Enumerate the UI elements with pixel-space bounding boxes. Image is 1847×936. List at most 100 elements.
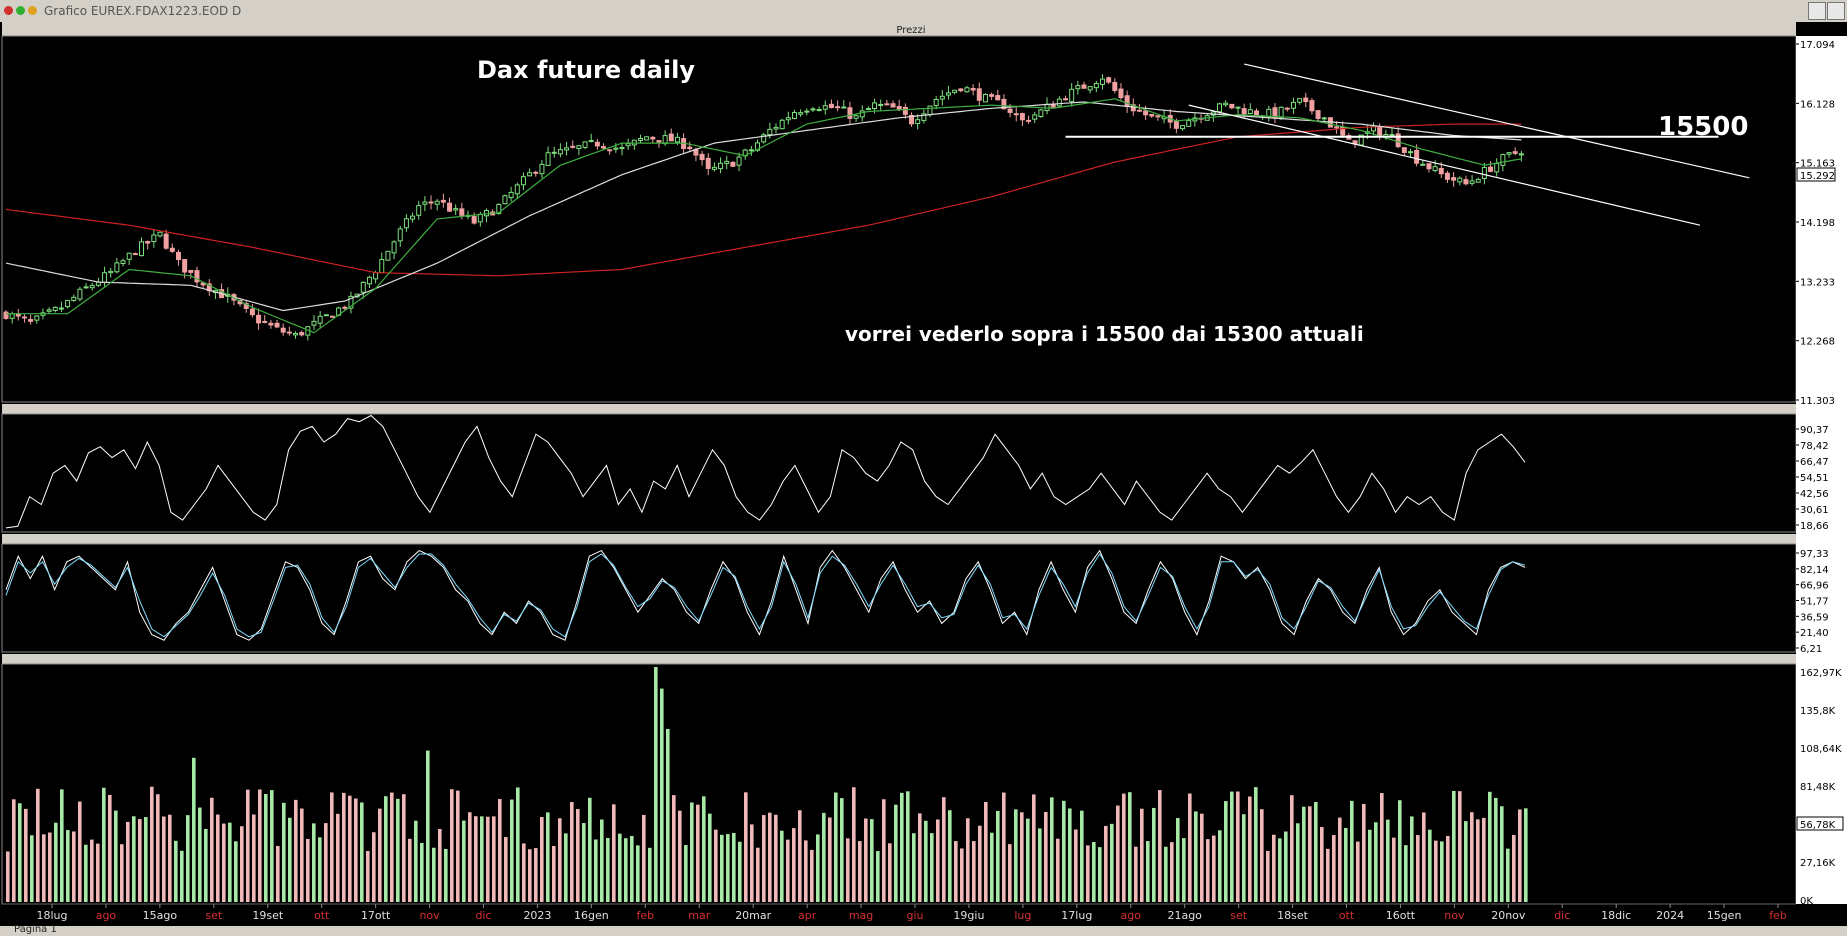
volume-bar bbox=[618, 833, 622, 902]
candle bbox=[391, 240, 397, 260]
candle bbox=[274, 319, 280, 329]
volume-bar bbox=[600, 819, 604, 902]
volume-bar bbox=[6, 851, 10, 902]
candle bbox=[145, 240, 151, 250]
candle bbox=[348, 291, 354, 314]
volume-bar bbox=[204, 828, 208, 902]
volume-bar bbox=[576, 809, 580, 902]
volume-bar bbox=[1128, 792, 1132, 902]
candle bbox=[557, 143, 563, 158]
volume-bar bbox=[522, 843, 526, 902]
x-tick-label: 20mar bbox=[735, 909, 771, 922]
volume-bar bbox=[1200, 813, 1204, 902]
candle bbox=[724, 155, 730, 170]
volume-bar bbox=[1476, 819, 1480, 902]
candle bbox=[804, 108, 810, 116]
candle bbox=[551, 146, 557, 158]
candle bbox=[711, 162, 717, 172]
channel-lower[interactable] bbox=[1188, 104, 1701, 226]
candle bbox=[1451, 171, 1457, 187]
candle bbox=[1001, 94, 1007, 110]
volume-bar bbox=[306, 839, 310, 902]
x-tick-label: mar bbox=[688, 909, 710, 922]
pane-splitter[interactable] bbox=[2, 404, 1796, 414]
candle bbox=[1155, 115, 1161, 121]
volume-bar bbox=[1446, 835, 1450, 902]
volume-bar bbox=[384, 796, 388, 902]
candle bbox=[896, 99, 902, 112]
volume-bar bbox=[1188, 793, 1192, 902]
volume-bar bbox=[606, 837, 610, 902]
volume-bar bbox=[1098, 847, 1102, 902]
candle bbox=[958, 88, 964, 93]
pane-splitter[interactable] bbox=[2, 654, 1796, 664]
restore-button[interactable] bbox=[1808, 2, 1826, 20]
volume-bar bbox=[1044, 812, 1048, 902]
volume-bar bbox=[732, 832, 736, 902]
volume-bar bbox=[294, 799, 298, 902]
candle bbox=[847, 101, 853, 125]
candle bbox=[1401, 147, 1407, 156]
volume-bar bbox=[498, 799, 502, 902]
candle bbox=[46, 307, 52, 314]
x-tick-label: 18dic bbox=[1601, 909, 1631, 922]
volume-bar bbox=[534, 848, 538, 902]
candle bbox=[859, 105, 865, 122]
candle bbox=[3, 310, 9, 320]
volume-bar bbox=[846, 838, 850, 902]
volume-bar bbox=[1494, 797, 1498, 902]
volume-bar bbox=[30, 835, 34, 902]
volume-bar bbox=[840, 798, 844, 902]
candle bbox=[791, 109, 797, 120]
volume-bar bbox=[1056, 838, 1060, 902]
volume-bar bbox=[1356, 841, 1360, 902]
channel-upper[interactable] bbox=[1244, 63, 1750, 179]
volume-bar bbox=[1020, 812, 1024, 902]
candle bbox=[594, 138, 600, 150]
candle bbox=[1106, 76, 1112, 85]
candle bbox=[1149, 113, 1155, 119]
volume-bar bbox=[444, 848, 448, 902]
volume-bar bbox=[1026, 818, 1030, 902]
volume-bar bbox=[108, 794, 112, 902]
volume-bar bbox=[1206, 839, 1210, 902]
x-tick-label: 2024 bbox=[1656, 909, 1684, 922]
price-tick-label: 11.303 bbox=[1800, 396, 1835, 407]
level-label: 15500 bbox=[1658, 112, 1749, 142]
pane-splitter[interactable] bbox=[2, 534, 1796, 544]
minimize-dot-icon[interactable] bbox=[28, 6, 37, 15]
close-button[interactable] bbox=[1827, 2, 1845, 20]
volume-bar bbox=[1338, 817, 1342, 902]
volume-bar bbox=[126, 821, 130, 902]
candle bbox=[1063, 95, 1069, 101]
volume-bar bbox=[798, 810, 802, 902]
candle bbox=[656, 140, 662, 148]
volume-bar bbox=[36, 788, 40, 902]
candle bbox=[878, 99, 884, 112]
close-dot-icon[interactable] bbox=[4, 6, 13, 15]
candle bbox=[576, 144, 582, 156]
chart-canvas: Prezzi 17.094 16.128 15.163 14.198 13.233 12.… bbox=[0, 22, 1847, 926]
candle bbox=[1235, 106, 1241, 114]
candle bbox=[1290, 97, 1296, 114]
candle bbox=[761, 132, 767, 144]
candle bbox=[360, 281, 366, 299]
osc2-tick-label: 36,59 bbox=[1800, 612, 1829, 623]
volume-bar bbox=[336, 813, 340, 902]
volume-bar bbox=[1254, 787, 1258, 902]
candle bbox=[132, 252, 138, 256]
volume-bar bbox=[942, 797, 946, 902]
chart-note: vorrei vederlo sopra i 15500 dai 15300 a… bbox=[845, 322, 1364, 346]
candle bbox=[989, 92, 995, 100]
candle bbox=[748, 146, 754, 156]
volume-bar bbox=[858, 841, 862, 902]
volume-bar bbox=[468, 812, 472, 902]
candle bbox=[718, 157, 724, 174]
status-page: Pagina 1 bbox=[14, 924, 57, 935]
maximize-dot-icon[interactable] bbox=[16, 6, 25, 15]
candle bbox=[939, 90, 945, 106]
volume-bar bbox=[396, 798, 400, 902]
x-tick-label: 18lug bbox=[36, 909, 67, 922]
volume-bar bbox=[672, 795, 676, 902]
candle bbox=[1488, 161, 1494, 173]
